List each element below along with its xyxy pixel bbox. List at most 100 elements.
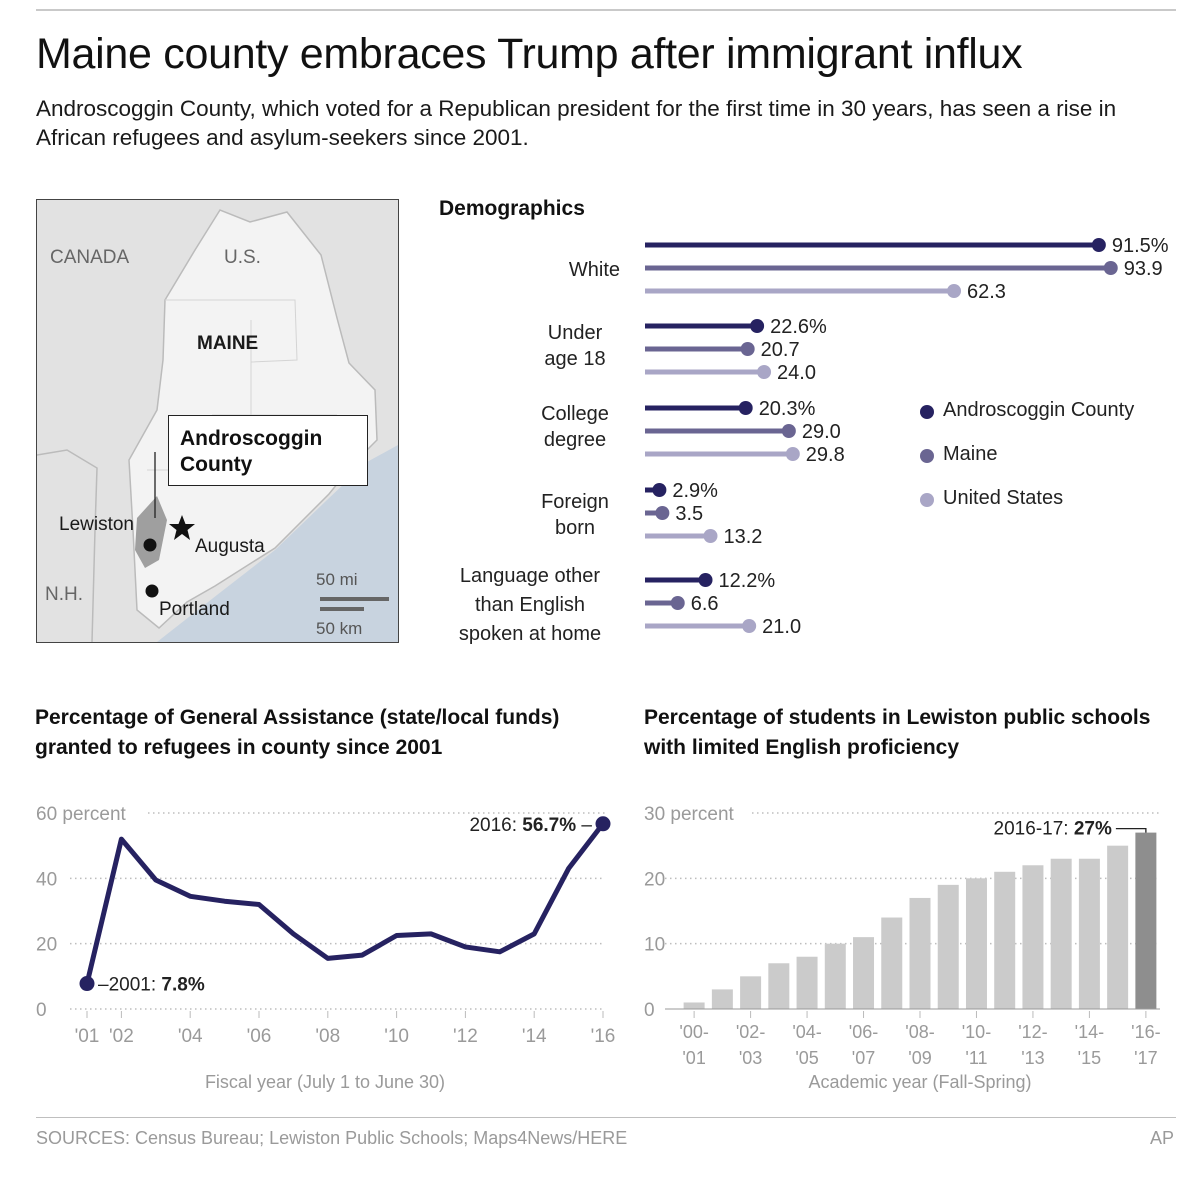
legend-us: United States [943, 487, 1064, 509]
demo-dot [781, 424, 796, 438]
end-annotation-value: 56.7% [522, 815, 576, 836]
headline: Maine county embraces Trump after immigr… [36, 30, 1023, 78]
student-bar [881, 917, 903, 1009]
cat-label-foreign: Foreign born [400, 489, 620, 541]
legend-dot-county [920, 405, 934, 419]
us-label: U.S. [224, 247, 261, 268]
demo-value-label: 3.5 [675, 503, 703, 525]
student-bar [1135, 832, 1157, 1009]
student-bar [711, 989, 733, 1009]
demo-value-label: 12.2% [719, 570, 776, 592]
demo-value-label: 13.2 [723, 526, 762, 548]
dek: Androscoggin County, which voted for a R… [36, 96, 1117, 150]
cat-label-under18-text: Under age 18 [544, 322, 606, 370]
student-bar [683, 1002, 705, 1009]
student-bar [994, 871, 1016, 1009]
end-leader-line [1115, 827, 1147, 833]
y-tick-label: 20 [36, 935, 57, 956]
assistance-xcaption: Fiscal year (July 1 to June 30) [204, 1072, 446, 1092]
x-tick-label: '02 [109, 1026, 134, 1047]
lewiston-dot-icon [143, 538, 157, 552]
start-point [79, 976, 95, 992]
demo-value-label: 20.3% [759, 398, 816, 420]
x-tick-label: '10 [384, 1026, 409, 1047]
demo-value-label: 2.9% [672, 480, 718, 502]
demo-dot [740, 342, 755, 356]
scale-mi-label: 50 mi [316, 570, 358, 589]
student-bar [768, 963, 790, 1009]
x-tick-label: '06 [247, 1026, 272, 1047]
x-tick-label: '16 [591, 1026, 616, 1047]
legend-county: Androscoggin County [943, 399, 1135, 421]
nh-label: N.H. [45, 584, 83, 605]
end-annotation-value: 27% [1074, 819, 1112, 840]
legend-dot-maine [920, 449, 934, 463]
credit: AP [1149, 1128, 1174, 1148]
demo-value-label: 24.0 [777, 362, 816, 384]
demo-value-label: 20.7 [761, 339, 800, 361]
demo-dot [698, 573, 713, 587]
scale-km-label: 50 km [316, 619, 363, 638]
locator-map: CANADA U.S. MAINE Androscoggin County Le… [36, 199, 399, 643]
map-markers [143, 515, 195, 598]
start-annotation: –2001: 7.8% [98, 975, 205, 996]
end-annotation-dash: – [576, 815, 592, 836]
legend-dot-us [920, 493, 934, 507]
demo-value-label: 6.6 [691, 593, 719, 615]
x-tick-label: '04 [178, 1026, 203, 1047]
student-bar [1078, 858, 1100, 1009]
demo-value-label: 93.9 [1124, 258, 1163, 280]
start-annotation-value: 7.8% [161, 975, 204, 996]
x-tick-label-top: '00- [679, 1022, 708, 1042]
student-bar [853, 937, 875, 1009]
cat-label-college: College degree [400, 401, 620, 453]
student-bar [824, 943, 846, 1009]
maine-label: MAINE [197, 333, 259, 354]
y-tick-label: 20 [644, 869, 665, 890]
x-tick-label-top: '06- [849, 1022, 878, 1042]
bottom-rule [36, 1117, 1176, 1118]
x-tick-label: '14 [522, 1026, 547, 1047]
demo-value-label: 22.6% [770, 316, 827, 338]
demo-dot [670, 596, 685, 610]
demographics-title: Demographics [439, 197, 585, 220]
demo-dot [750, 319, 765, 333]
end-annotation: 2016-17: 27% [994, 819, 1112, 840]
demo-value-label: 91.5% [1112, 235, 1169, 257]
demographics-bars: 91.5%93.9 62.3 22.6%20.724.0 20.3%29.029.8 2… [645, 235, 1169, 638]
demo-dot [1091, 238, 1106, 252]
x-tick-label-bottom: '15 [1078, 1048, 1101, 1068]
x-tick-label-top: '02- [736, 1022, 765, 1042]
student-bar [1050, 858, 1072, 1009]
students-xcaption: Academic year (Fall-Spring) [808, 1072, 1032, 1092]
portland-dot-icon [145, 584, 159, 598]
ocean-shape [157, 445, 398, 642]
assistance-title: Percentage of General Assistance (state/… [35, 706, 560, 759]
x-tick-label-top: '10- [962, 1022, 991, 1042]
y-tick-label: 0 [644, 1000, 655, 1021]
x-tick-label-bottom: '07 [852, 1048, 875, 1068]
cat-label-white: White [568, 259, 620, 281]
cat-label-language-text: Language other than English spoken at ho… [458, 565, 602, 645]
demo-dot [947, 284, 962, 298]
legend-maine: Maine [943, 443, 998, 465]
cat-label-under18: Under age 18 [400, 320, 620, 372]
county-callout: Androscoggin County [168, 415, 368, 486]
county-shape [135, 496, 167, 568]
student-bar [965, 878, 987, 1009]
x-tick-label: '08 [315, 1026, 340, 1047]
x-tick-label-bottom: '13 [1021, 1048, 1044, 1068]
x-tick-label-top: '14- [1075, 1022, 1104, 1042]
demo-dot [655, 506, 670, 520]
end-annotation-prefix: 2016-17: [994, 819, 1074, 840]
x-tick-label: '01 [75, 1026, 100, 1047]
county-label: Androscoggin County [180, 427, 323, 476]
demo-dot [652, 483, 667, 497]
student-bar [937, 884, 959, 1009]
demo-value-label: 29.8 [806, 444, 845, 466]
x-tick-label-top: '04- [792, 1022, 821, 1042]
demo-value-label: 62.3 [967, 281, 1006, 303]
student-bar [740, 976, 762, 1009]
x-tick-label-bottom: '17 [1134, 1048, 1157, 1068]
students-bar-chart: 30 percent 20 10 0 '00- '01 '02- '03 '04- '05 '06-… [644, 804, 1161, 1068]
